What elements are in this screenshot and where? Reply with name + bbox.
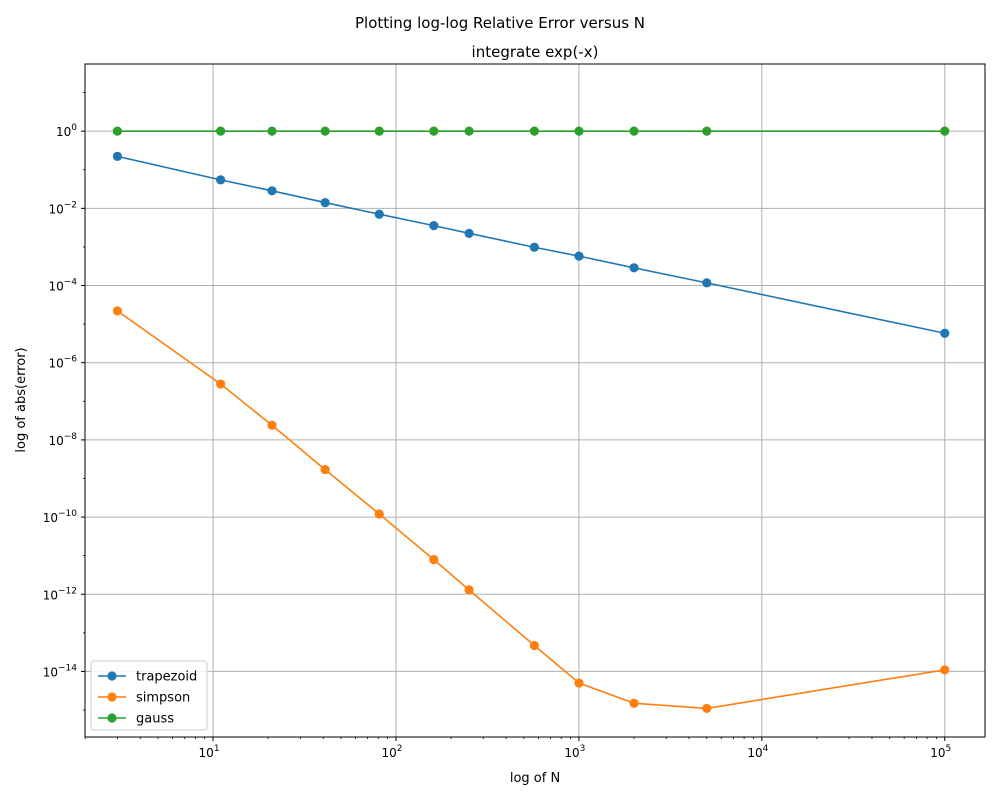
legend-marker-gauss [107,713,117,723]
data-point-gauss [216,126,226,136]
data-point-simpson [112,306,123,316]
data-point-gauss [267,126,277,136]
legend-item-trapezoid: trapezoid [98,670,197,685]
data-point-simpson [464,585,474,595]
series-layer [112,126,950,714]
data-point-simpson [629,698,639,708]
legend-item-simpson: simpson [98,691,190,706]
legend-label-trapezoid: trapezoid [136,670,197,685]
x-tick-label: 104 [747,744,768,760]
data-point-gauss [374,126,384,136]
data-point-trapezoid [702,278,712,288]
y-tick-label: 10−10 [43,509,78,525]
y-tick-label: 10−2 [48,200,77,216]
y-tick-label: 10−8 [48,432,77,448]
data-point-trapezoid [320,197,330,208]
ticks: 101 102 103 104 105 100 10−2 10−4 10−6 10−8 10−10 1… [43,92,951,760]
y-tick-label: 100 [56,123,77,139]
data-point-trapezoid [429,221,439,231]
data-point-gauss [464,126,474,136]
data-point-gauss [574,126,584,136]
y-tick-label: 10−14 [43,663,78,679]
y-tick-label: 10−6 [48,355,77,371]
data-point-simpson [940,665,950,675]
data-point-trapezoid [267,186,277,196]
figure-suptitle: Plotting log-log Relative Error versus N [355,14,645,32]
x-tick-label: 103 [564,744,585,760]
data-point-gauss [320,126,330,136]
data-point-gauss [429,126,439,136]
grid [85,64,985,737]
data-point-trapezoid [112,151,123,161]
data-point-trapezoid [940,328,950,338]
data-point-simpson [529,640,539,651]
data-point-gauss [629,126,639,136]
data-point-simpson [702,703,712,714]
x-tick-label: 102 [381,744,402,760]
x-tick-label: 105 [930,744,951,760]
data-point-gauss [529,126,539,136]
data-point-simpson [429,555,439,565]
data-point-gauss [112,126,123,136]
data-point-trapezoid [216,175,226,185]
series-gauss [112,126,950,136]
data-point-trapezoid [529,242,539,252]
data-point-simpson [267,420,277,430]
data-point-trapezoid [574,251,584,261]
legend-label-simpson: simpson [136,691,190,706]
legend-label-gauss: gauss [136,712,174,727]
y-axis-label: log of abs(error) [14,347,29,452]
data-point-simpson [574,678,584,688]
series-trapezoid [112,151,950,338]
legend-box [90,660,208,731]
x-tick-label: 101 [199,744,220,760]
y-tick-label: 10−4 [48,278,77,294]
data-point-simpson [216,379,226,389]
data-point-simpson [320,464,330,475]
legend-item-gauss: gauss [98,712,174,727]
data-point-simpson [374,509,384,519]
series-line-trapezoid [117,155,945,335]
data-point-gauss [702,126,712,136]
x-axis-label: log of N [510,771,560,786]
data-point-trapezoid [629,263,639,273]
data-point-gauss [940,126,950,136]
y-tick-label: 10−12 [43,586,77,602]
legend-marker-simpson [107,692,117,702]
legend: trapezoid simpson gauss [90,660,208,731]
data-point-trapezoid [464,228,474,238]
legend-marker-trapezoid [107,671,117,681]
chart-title: integrate exp(-x) [472,43,599,61]
series-simpson [112,306,950,714]
series-line-simpson [116,310,945,710]
plot-frame [84,63,986,738]
data-point-trapezoid [374,209,384,219]
